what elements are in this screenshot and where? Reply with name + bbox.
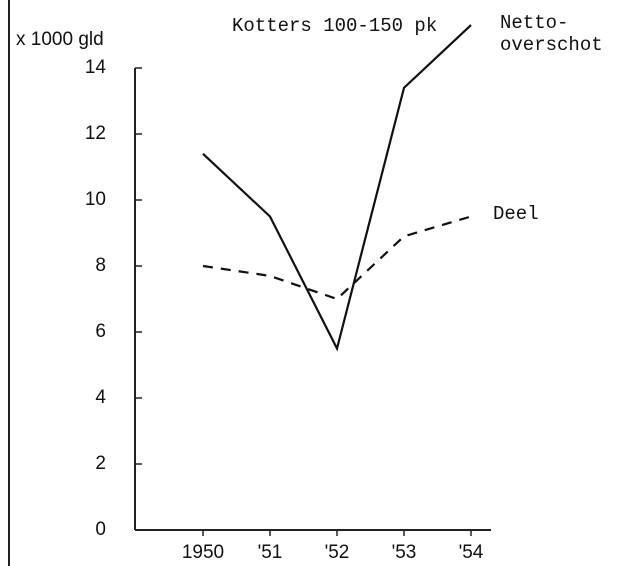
x-tick-label: '54 [459, 542, 484, 563]
x-tick-label: '51 [258, 542, 283, 563]
y-tick-label: 12 [85, 123, 106, 144]
series-label: Deel [493, 203, 539, 225]
y-tick-label: 8 [95, 255, 106, 276]
series-line [202, 24, 472, 352]
y-axis-label: x 1000 gld [16, 29, 104, 50]
x-tick-label: '53 [392, 542, 417, 563]
series-label: Netto-overschot [500, 12, 603, 56]
x-tick-label: '52 [325, 542, 350, 563]
x-tick-label: 1950 [182, 542, 224, 563]
y-tick-label: 2 [95, 453, 106, 474]
y-tick-label: 0 [95, 519, 106, 540]
y-tick-label: 6 [95, 321, 106, 342]
y-tick-label: 14 [85, 57, 107, 78]
series-line [202, 215, 472, 301]
y-tick-label: 10 [85, 189, 106, 210]
y-tick-label: 4 [95, 387, 106, 408]
chart-title: Kotters 100-150 pk [232, 15, 437, 37]
